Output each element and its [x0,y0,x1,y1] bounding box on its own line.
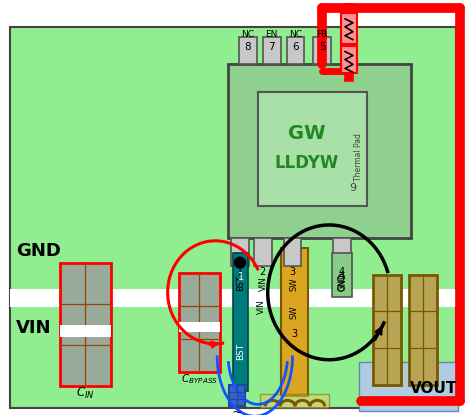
Text: LLDYW: LLDYW [274,155,338,173]
Text: Thermal Pad: Thermal Pad [353,133,362,181]
Bar [238,37,256,65]
Bar [262,37,280,65]
Bar [286,37,304,65]
Bar [280,248,307,396]
Bar [331,253,351,297]
Bar [283,238,301,266]
Bar [178,272,220,372]
Text: BST: BST [236,275,245,291]
Text: ~: ~ [231,406,242,419]
Bar [233,253,248,391]
Bar [332,238,350,266]
Text: 1: 1 [238,272,244,282]
Text: 7: 7 [268,41,275,52]
Text: $C_{BYPASS}$: $C_{BYPASS}$ [180,372,218,386]
Text: GND: GND [16,242,61,260]
Text: 4: 4 [338,272,345,282]
Bar [259,394,328,408]
Circle shape [234,257,245,268]
Bar [60,263,111,386]
Text: VOUT: VOUT [409,381,456,396]
Text: VIN: VIN [16,319,51,337]
Bar [10,290,455,307]
Bar [228,65,411,238]
Bar [230,238,248,266]
Text: 3: 3 [291,329,297,339]
Bar [178,322,220,332]
Bar [340,46,356,73]
Text: 4: 4 [338,267,345,277]
Text: SW: SW [288,278,298,291]
Bar [408,276,436,385]
Text: 1: 1 [237,267,243,277]
Text: 5: 5 [318,41,325,52]
Text: EN: EN [265,30,278,39]
Text: GND: GND [337,274,346,291]
Bar [358,362,457,411]
Bar [60,325,111,337]
Text: 8: 8 [244,41,251,52]
Text: 9: 9 [348,183,356,193]
Text: 6: 6 [292,41,298,52]
Bar [340,13,356,44]
Text: GW: GW [288,124,325,143]
Text: BST: BST [236,343,245,360]
Text: 3: 3 [289,267,295,277]
Text: SW: SW [289,305,298,319]
Text: 2: 2 [259,267,265,277]
Text: VIN: VIN [259,277,268,291]
Text: $C_{IN}$: $C_{IN}$ [76,386,94,401]
Bar [253,238,271,266]
Bar [313,37,330,65]
Text: NC: NC [288,30,301,39]
Bar [372,276,400,385]
Text: NC: NC [241,30,254,39]
Text: GND: GND [338,272,347,291]
Bar [228,385,245,406]
Text: VIN: VIN [257,300,266,314]
Bar [258,92,366,206]
Text: FB: FB [316,30,327,39]
